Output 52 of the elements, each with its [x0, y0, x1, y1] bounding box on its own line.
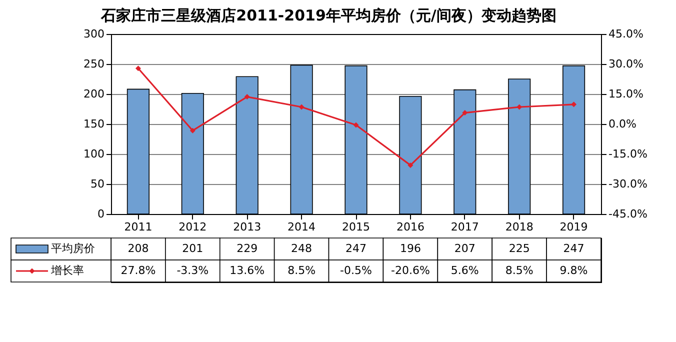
x-tick-label: 2015 [342, 220, 370, 234]
point [298, 104, 304, 110]
point [353, 122, 359, 128]
x-tick-label: 2019 [560, 220, 588, 234]
point [190, 128, 196, 134]
point [135, 66, 141, 72]
y2-tick-label: 15.0% [608, 88, 644, 100]
data-label: 8.5% [288, 264, 316, 277]
data-label: 196 [400, 242, 421, 255]
chart-title: 石家庄市三星级酒店2011-2019年平均房价（元/间夜）变动趋势图 [100, 6, 556, 24]
data-label: 208 [128, 242, 149, 255]
x-tick-label: 2014 [288, 220, 316, 234]
legend-label: 增长率 [50, 264, 84, 277]
y-tick-label: 250 [84, 58, 104, 70]
x-tick-label: 2012 [178, 220, 207, 234]
data-label: 13.6% [230, 264, 265, 277]
y2-tick-label: -45.0% [608, 208, 648, 220]
point [462, 110, 468, 116]
y-tick-label: 100 [84, 148, 104, 160]
data-label: 8.5% [505, 264, 534, 277]
x-tick-label: 2018 [505, 220, 534, 234]
data-label: 207 [454, 242, 476, 255]
y-tick-label: 200 [84, 88, 104, 100]
data-label: -3.3% [176, 264, 209, 277]
data-label: 27.8% [120, 264, 156, 277]
data-label: 248 [291, 242, 312, 255]
x-tick-label: 2016 [396, 220, 424, 234]
legend-label: 平均房价 [51, 242, 95, 255]
y-tick-label: 150 [84, 118, 104, 130]
data-label: 229 [236, 242, 258, 255]
point [408, 162, 414, 168]
y-tick-label: 0 [98, 208, 104, 220]
data-label: 247 [346, 242, 366, 255]
y2-tick-label: -15.0% [608, 148, 648, 160]
y2-tick-label: 45.0% [608, 28, 644, 40]
data-label: -0.5% [340, 264, 372, 277]
x-tick-label: 2011 [124, 220, 152, 234]
point [571, 102, 577, 108]
x-tick-label: 2013 [233, 220, 262, 234]
point [244, 94, 250, 100]
y-tick-label: 300 [84, 28, 104, 40]
data-label: 247 [563, 242, 584, 255]
x-tick-label: 2017 [450, 220, 479, 234]
data-label: 9.8% [560, 264, 588, 277]
data-label: 225 [508, 242, 530, 255]
data-label: 5.6% [450, 264, 479, 277]
y-tick-label: 50 [90, 178, 104, 190]
y2-tick-label: 30.0% [608, 58, 644, 70]
data-label: 201 [182, 242, 204, 255]
y2-tick-label: 0.0% [608, 118, 636, 130]
data-label: -20.6% [390, 264, 430, 277]
y2-tick-label: -30.0% [608, 178, 648, 190]
